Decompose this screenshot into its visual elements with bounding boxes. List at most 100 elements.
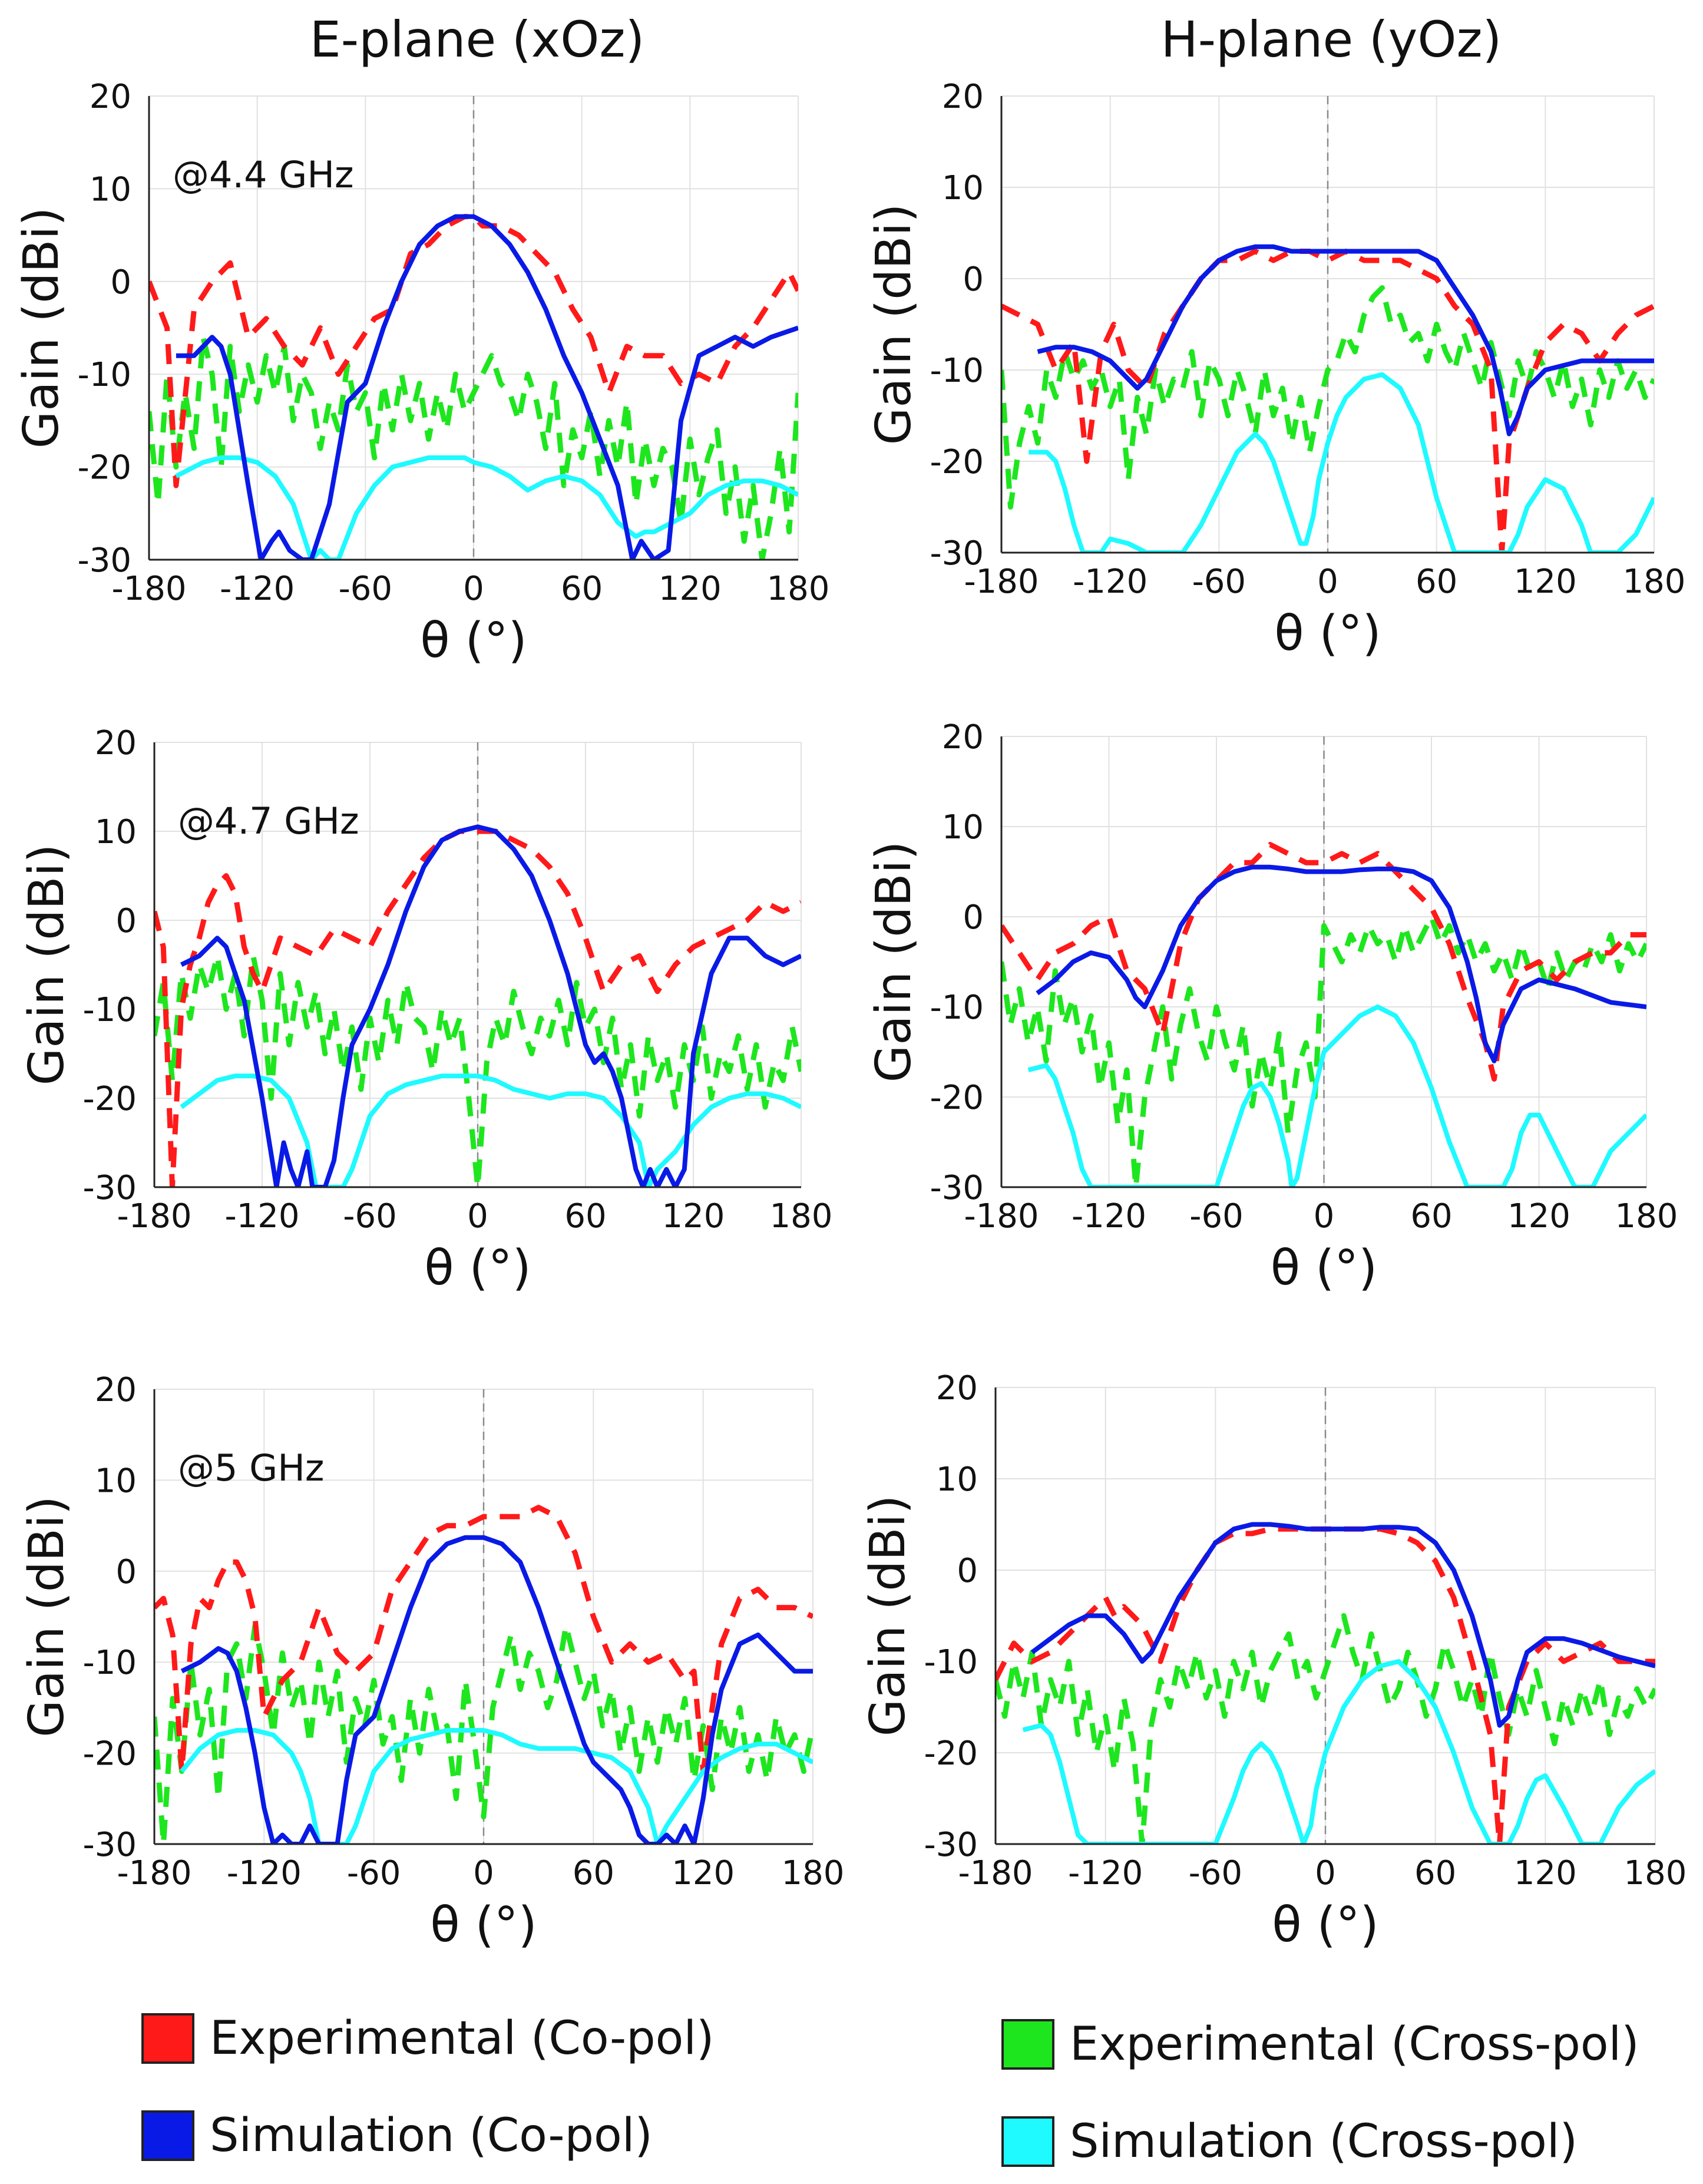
y-tick-label: -10 (78, 356, 131, 394)
chart-panel-4: 20 10 0 -10 -20 -30-180 -120 -60 0 60 120 180 θ (°) G… (866, 718, 1678, 1296)
x-tick-label: 180 (1615, 1197, 1678, 1235)
series-line-sim_co (180, 1535, 813, 1844)
series-line-exp_x (996, 1613, 1655, 1844)
y-axis-label: Gain (dBi) (866, 841, 922, 1083)
series-line-sim_x (1022, 1659, 1655, 1844)
y-tick-label: 20 (90, 78, 131, 116)
x-tick-label: 180 (1624, 1854, 1687, 1892)
legend-label-exp-co: Experimental (Co-pol) (210, 2012, 715, 2065)
chart-panel-5: 20 10 0 -10 -20 -30-180 -120 -60 0 60 120 180 θ (°) G… (19, 1371, 844, 1953)
y-tick-label: 0 (115, 902, 137, 940)
x-tick-label: -180 (964, 1197, 1039, 1235)
x-tick-label: 120 (672, 1854, 735, 1892)
series-line-exp_x (154, 1623, 813, 1844)
x-tick-label: 0 (1314, 1197, 1335, 1235)
x-tick-label: 0 (1315, 1854, 1336, 1892)
legend-label-sim-co: Simulation (Co-pol) (210, 2109, 653, 2162)
x-axis-label: θ (°) (1271, 1240, 1377, 1296)
frequency-annotation: @5 GHz (178, 1446, 324, 1489)
y-tick-label: 10 (90, 170, 131, 209)
column-title-h-plane: H-plane (yOz) (1160, 11, 1502, 68)
x-tick-label: -180 (958, 1854, 1033, 1892)
legend-swatch-sim-co (141, 2110, 194, 2161)
chart-panel-2: 20 10 0 -10 -20 -30-180 -120 -60 0 60 120 180 θ (°) G… (866, 78, 1685, 662)
y-tick-label: -30 (83, 1169, 137, 1207)
series-line-sim_x (180, 1073, 801, 1187)
series-line-sim_co (180, 824, 801, 1187)
x-tick-label: 0 (463, 570, 484, 608)
x-tick-label: 120 (662, 1197, 725, 1235)
y-tick-label: 0 (110, 263, 131, 302)
y-tick-label: 0 (957, 1552, 978, 1590)
y-tick-label: -10 (930, 352, 984, 390)
chart-panel-1: 20 10 0 -10 -20 -30-180 -120 -60 0 60 120 180 θ (°) G… (14, 78, 829, 669)
x-tick-label: -60 (347, 1854, 401, 1892)
x-axis-label: θ (°) (1272, 1897, 1378, 1953)
y-tick-label: -20 (78, 449, 131, 487)
x-tick-label: 180 (782, 1854, 845, 1892)
y-tick-label: 10 (942, 808, 984, 847)
x-tick-label: -60 (1189, 1854, 1242, 1892)
y-tick-label: 0 (963, 260, 984, 299)
series-line-sim_co (1036, 864, 1646, 1063)
y-tick-label: 10 (942, 169, 984, 207)
x-tick-label: -60 (339, 570, 392, 608)
x-axis-label: θ (°) (424, 1240, 531, 1296)
x-tick-label: -180 (117, 1854, 191, 1892)
x-tick-label: 60 (1414, 1854, 1456, 1892)
series-line-sim_co (1037, 244, 1654, 437)
x-tick-label: -120 (1073, 563, 1148, 601)
x-tick-label: 180 (770, 1197, 833, 1235)
x-tick-label: 120 (1514, 1854, 1577, 1892)
x-axis-label: θ (°) (430, 1897, 537, 1953)
y-tick-label: -30 (930, 534, 984, 573)
x-tick-label: 120 (1507, 1197, 1570, 1235)
legend-item-exp-co: Experimental (Co-pol) (141, 2012, 714, 2065)
y-tick-label: -30 (924, 1826, 978, 1864)
x-tick-label: 0 (1317, 563, 1338, 601)
y-axis-label: Gain (dBi) (19, 844, 75, 1086)
y-axis-label: Gain (dBi) (866, 204, 922, 445)
y-axis-label: Gain (dBi) (19, 1496, 75, 1737)
x-tick-label: 0 (473, 1854, 494, 1892)
x-tick-label: -180 (964, 563, 1039, 601)
y-axis-label: Gain (dBi) (14, 207, 70, 449)
legend-item-sim-co: Simulation (Co-pol) (141, 2109, 653, 2162)
x-tick-label: -120 (224, 1197, 299, 1235)
x-tick-label: 180 (767, 570, 830, 608)
y-tick-label: -20 (83, 1735, 137, 1773)
legend-item-exp-x: Experimental (Cross-pol) (1001, 2018, 1639, 2071)
x-tick-label: 120 (659, 570, 722, 608)
column-title-e-plane: E-plane (xOz) (309, 11, 645, 68)
x-tick-label: -60 (343, 1197, 396, 1235)
series-line-exp_x (149, 334, 798, 560)
y-tick-label: -10 (930, 989, 984, 1027)
legend-swatch-exp-co (141, 2013, 194, 2064)
x-tick-label: 180 (1623, 563, 1686, 601)
series-line-sim_x (1027, 1005, 1646, 1187)
series-line-exp_co (154, 1505, 813, 1774)
chart-panel-6: 20 10 0 -10 -20 -30-180 -120 -60 0 60 120 180 θ (°) G… (860, 1369, 1687, 1953)
x-tick-label: -60 (1189, 1197, 1243, 1235)
x-tick-label: 60 (573, 1854, 614, 1892)
y-tick-label: -10 (83, 1644, 137, 1682)
y-tick-label: 20 (936, 1369, 978, 1407)
series-line-exp_co (154, 828, 801, 1187)
legend-item-sim-x: Simulation (Cross-pol) (1001, 2115, 1578, 2168)
x-tick-label: 60 (564, 1197, 606, 1235)
y-tick-label: -30 (930, 1169, 984, 1207)
y-tick-label: 20 (942, 78, 984, 116)
x-tick-label: -180 (111, 570, 186, 608)
legend-swatch-sim-x (1001, 2116, 1054, 2167)
x-tick-label: -120 (227, 1854, 302, 1892)
y-tick-label: 10 (936, 1461, 978, 1499)
series-line-sim_x (175, 455, 798, 560)
series-line-exp_x (1001, 285, 1654, 510)
x-tick-label: -120 (1072, 1197, 1146, 1235)
series-line-sim_co (1030, 1522, 1655, 1728)
x-tick-label: 0 (467, 1197, 488, 1235)
x-tick-label: 60 (1416, 563, 1457, 601)
legend-swatch-exp-x (1001, 2019, 1054, 2070)
x-axis-label: θ (°) (420, 613, 527, 669)
